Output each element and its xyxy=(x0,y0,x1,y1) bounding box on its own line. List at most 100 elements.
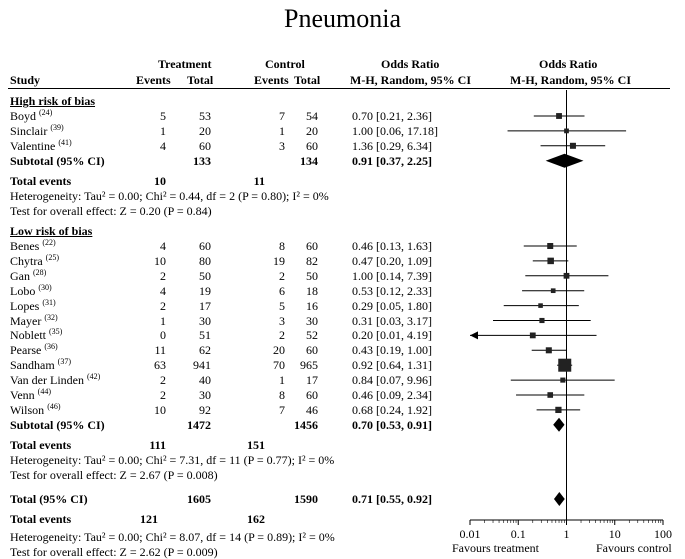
overall-control-total: 1590 xyxy=(294,492,318,506)
header-t-total: Total xyxy=(187,73,214,87)
total-events-treatment: 10 xyxy=(154,173,166,188)
control-total: 30 xyxy=(306,313,318,328)
study-marker xyxy=(547,242,554,250)
total-events-label: Total events xyxy=(10,173,72,188)
treatment-events: 63 xyxy=(154,358,166,373)
control-events: 19 xyxy=(273,253,285,268)
study-ref: (36) xyxy=(44,342,58,352)
treatment-events: 1 xyxy=(160,123,166,138)
control-events: 1 xyxy=(279,373,285,388)
study-name-text: Wilson xyxy=(10,402,45,417)
study-marker xyxy=(560,377,566,383)
header-or1: Odds Ratio xyxy=(381,57,440,71)
study-name: Gan (28) xyxy=(10,267,47,283)
odds-ratio-ci: 0.46 [0.09, 2.34] xyxy=(352,388,432,402)
treatment-events: 5 xyxy=(160,109,166,123)
header-t-events: Events xyxy=(136,73,171,87)
treatment-events: 0 xyxy=(160,328,166,343)
treatment-events: 2 xyxy=(160,298,166,313)
control-events: 2 xyxy=(279,268,285,283)
x-tick-label: 1 xyxy=(564,527,570,541)
study-name-text: Pearse xyxy=(10,343,42,358)
header-rule xyxy=(8,88,670,89)
treatment-total: 19 xyxy=(199,283,211,298)
subtotal-label: Subtotal (95% CI) xyxy=(10,153,105,168)
overall-events-label: Total events xyxy=(10,512,72,526)
control-events: 8 xyxy=(279,388,285,402)
study-name: Sinclair (39) xyxy=(10,123,64,138)
total-events-treatment: 111 xyxy=(149,437,166,452)
control-total: 82 xyxy=(306,253,318,268)
study-marker xyxy=(529,332,536,339)
header-or1-sub: M-H, Random, 95% CI xyxy=(350,73,472,87)
control-total: 60 xyxy=(306,388,318,402)
odds-ratio-ci: 0.20 [0.01, 4.19] xyxy=(352,328,432,343)
treatment-events: 4 xyxy=(160,283,166,298)
study-ref: (35) xyxy=(49,327,63,337)
study-name-text: Venn xyxy=(10,388,35,402)
subtotal-diamond xyxy=(553,417,565,432)
heterogeneity-text: Heterogeneity: Tau² = 0.00; Chi² = 7.31,… xyxy=(10,452,335,467)
control-total: 60 xyxy=(306,239,318,253)
study-ref: (25) xyxy=(45,252,59,262)
study-ref: (28) xyxy=(33,267,47,277)
odds-ratio-ci: 0.31 [0.03, 3.17] xyxy=(352,313,432,328)
x-tick-label: 0.1 xyxy=(511,527,526,541)
treatment-total: 62 xyxy=(199,343,211,358)
overall-treatment-total: 1605 xyxy=(187,492,211,506)
x-tick-label: 10 xyxy=(609,527,621,541)
overall-diamond xyxy=(553,492,565,506)
treatment-events: 4 xyxy=(160,239,166,253)
study-name: Lobo (30) xyxy=(10,283,52,298)
study-marker xyxy=(556,113,562,119)
control-events: 5 xyxy=(279,298,285,313)
treatment-total: 30 xyxy=(199,313,211,328)
control-total: 20 xyxy=(306,123,318,138)
study-marker xyxy=(547,392,554,398)
control-total: 60 xyxy=(306,343,318,358)
study-ref: (44) xyxy=(37,387,51,396)
ci-arrow xyxy=(470,331,478,340)
treatment-total: 60 xyxy=(199,239,211,253)
header-or2: Odds Ratio xyxy=(539,57,598,71)
study-name: Venn (44) xyxy=(10,387,51,403)
header-or2-sub: M-H, Random, 95% CI xyxy=(510,73,632,87)
header-study: Study xyxy=(10,73,41,87)
control-events: 8 xyxy=(279,239,285,253)
total-events-control: 151 xyxy=(247,437,265,452)
study-name-text: Gan xyxy=(10,268,30,283)
chart-title: Pneumonia xyxy=(284,4,401,33)
subtotal-treatment-total: 133 xyxy=(193,153,211,168)
study-name-text: Sandham xyxy=(10,358,55,373)
overall-heterogeneity: Heterogeneity: Tau² = 0.00; Chi² = 8.07,… xyxy=(10,530,335,544)
study-ref: (37) xyxy=(57,357,71,367)
header-control: Control xyxy=(265,57,305,71)
overall-effect-text: Test for overall effect: Z = 2.67 (P = 0… xyxy=(10,467,218,482)
total-events-label: Total events xyxy=(10,437,72,452)
subtotal-label: Subtotal (95% CI) xyxy=(10,417,105,432)
control-total: 18 xyxy=(306,283,318,298)
favours-control-label: Favours control xyxy=(596,541,672,555)
study-ref: (31) xyxy=(42,297,56,307)
subtotal-ci: 0.70 [0.53, 0.91] xyxy=(352,417,432,432)
odds-ratio-ci: 0.68 [0.24, 1.92] xyxy=(352,402,432,417)
odds-ratio-ci: 1.00 [0.06, 17.18] xyxy=(352,123,438,138)
study-name: Pearse (36) xyxy=(10,342,58,358)
study-name: Wilson (46) xyxy=(10,402,61,417)
overall-effect-text: Test for overall effect: Z = 0.20 (P = 0… xyxy=(10,203,212,218)
header-treatment: Treatment xyxy=(158,57,212,71)
treatment-events: 1 xyxy=(160,313,166,328)
study-marker xyxy=(538,303,543,308)
treatment-events: 11 xyxy=(154,343,166,358)
odds-ratio-ci: 1.36 [0.29, 6.34] xyxy=(352,138,432,153)
treatment-total: 30 xyxy=(199,388,211,402)
study-name: Lopes (31) xyxy=(10,297,56,313)
study-marker xyxy=(564,128,569,134)
treatment-total: 80 xyxy=(199,253,211,268)
study-name-text: Sinclair xyxy=(10,123,48,138)
odds-ratio-ci: 0.84 [0.07, 9.96] xyxy=(352,373,432,388)
study-name: Sandham (37) xyxy=(10,357,71,373)
study-name: Mayer (32) xyxy=(10,313,58,328)
treatment-total: 40 xyxy=(199,373,211,388)
overall-effect: Test for overall effect: Z = 2.62 (P = 0… xyxy=(10,545,218,559)
